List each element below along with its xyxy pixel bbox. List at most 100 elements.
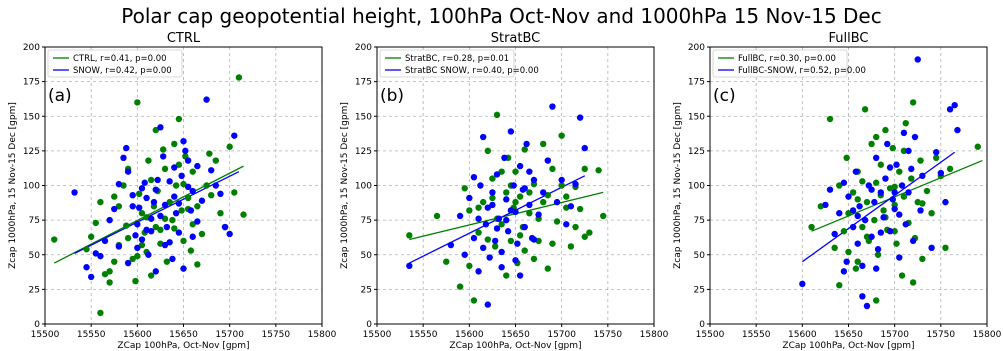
- scatter-point: [134, 99, 141, 106]
- scatter-point: [152, 186, 159, 193]
- scatter-point: [134, 244, 141, 252]
- scatter-point: [203, 182, 210, 189]
- scatter-point: [152, 223, 159, 231]
- scatter-point: [937, 169, 945, 177]
- x-tick-label: 15750: [262, 330, 291, 340]
- scatter-point: [135, 204, 143, 211]
- scatter-point: [928, 210, 935, 217]
- scatter-point: [843, 258, 850, 265]
- x-tick-label: 15500: [363, 330, 392, 340]
- scatter-point: [101, 270, 109, 278]
- scatter-point: [530, 255, 538, 263]
- scatter-point: [514, 240, 521, 247]
- y-tick-label: 100: [355, 182, 372, 192]
- scatter-point: [854, 258, 861, 265]
- scatter-point: [886, 228, 894, 235]
- scatter-point: [175, 229, 183, 236]
- scatter-point: [493, 225, 501, 232]
- scatter-point: [231, 132, 238, 139]
- scatter-point: [799, 280, 806, 288]
- y-tick-label: 0: [366, 320, 372, 330]
- x-tick-label: 15750: [927, 330, 956, 340]
- scatter-point: [489, 189, 496, 196]
- scatter-point: [470, 173, 478, 181]
- y-tick-label: 50: [361, 251, 373, 261]
- scatter-point: [942, 244, 949, 252]
- scatter-point: [523, 140, 530, 148]
- scatter-point: [911, 133, 919, 141]
- y-tick-label: 50: [29, 251, 41, 261]
- scatter-point: [563, 193, 570, 200]
- scatter-point: [171, 164, 178, 171]
- scatter-point: [902, 119, 909, 127]
- scatter-point: [521, 146, 528, 153]
- scatter-point: [946, 106, 954, 113]
- scatter-point: [863, 198, 871, 206]
- scatter-point: [893, 240, 900, 247]
- scatter-point: [891, 228, 898, 235]
- scatter-point: [134, 252, 141, 260]
- scatter-point: [157, 212, 164, 220]
- scatter-point: [466, 207, 473, 214]
- scatter-point: [406, 262, 413, 270]
- scatter-point: [152, 268, 159, 275]
- scatter-point: [852, 265, 860, 272]
- x-tick-label: 15800: [973, 330, 1002, 340]
- y-tick-label: 125: [688, 147, 705, 157]
- scatter-point: [115, 243, 123, 250]
- scatter-point: [516, 193, 524, 200]
- scatter-point: [886, 164, 894, 171]
- scatter-point: [138, 210, 146, 217]
- scatter-point: [919, 255, 926, 263]
- scatter-point: [475, 229, 482, 236]
- scatter-point: [484, 236, 491, 243]
- scatter-point: [132, 232, 139, 239]
- x-tick-label: 15700: [547, 330, 576, 340]
- scatter-point: [902, 221, 909, 228]
- scatter-point: [51, 236, 58, 243]
- scatter-point: [896, 211, 903, 218]
- scatter-point: [87, 233, 95, 240]
- x-tick-label: 15800: [640, 330, 669, 340]
- scatter-point: [900, 193, 908, 200]
- scatter-point: [106, 268, 113, 275]
- scatter-point: [484, 147, 491, 155]
- scatter-point: [567, 243, 575, 250]
- panel-title: StratBC: [491, 31, 541, 46]
- scatter-point: [572, 180, 579, 188]
- scatter-point: [600, 212, 607, 220]
- scatter-point: [845, 210, 852, 217]
- y-tick-label: 0: [34, 320, 40, 330]
- scatter-point: [974, 143, 981, 150]
- scatter-point: [159, 153, 167, 160]
- y-tick-label: 175: [23, 78, 40, 88]
- scatter-point: [849, 207, 857, 214]
- scatter-point: [581, 233, 588, 240]
- scatter-point: [512, 198, 519, 206]
- scatter-point: [182, 147, 189, 155]
- scatter-point: [208, 191, 215, 199]
- y-tick-label: 75: [694, 216, 705, 226]
- scatter-point: [163, 258, 171, 265]
- scatter-point: [477, 182, 484, 189]
- scatter-point: [908, 165, 915, 173]
- scatter-point: [184, 157, 192, 164]
- legend: FullBC, r=0.30, p=0.00 FullBC-SNOW, r=0.5…: [712, 49, 866, 78]
- scatter-point: [134, 221, 141, 228]
- legend-entry: FullBC-SNOW, r=0.52, p=0.00: [738, 66, 866, 76]
- scatter-point: [147, 272, 155, 279]
- y-tick-label: 150: [23, 112, 40, 122]
- scatter-point: [877, 189, 885, 196]
- scatter-point: [194, 218, 201, 225]
- scatter-point: [171, 193, 178, 200]
- scatter-point: [489, 194, 496, 202]
- scatter-point: [854, 240, 861, 247]
- scatter-point: [169, 255, 176, 263]
- scatter-point: [208, 167, 215, 174]
- scatter-point: [526, 168, 533, 175]
- scatter-point: [840, 179, 848, 186]
- scatter-point: [475, 204, 482, 211]
- y-tick-label: 200: [23, 43, 40, 53]
- scatter-point: [521, 247, 528, 254]
